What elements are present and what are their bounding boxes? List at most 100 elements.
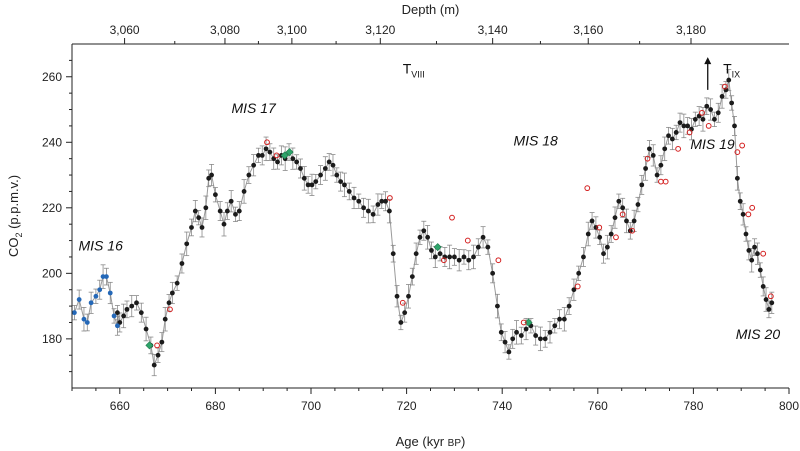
data-point-red <box>767 293 774 300</box>
x-tick-label: 680 <box>205 399 225 413</box>
data-point <box>437 251 443 257</box>
data-point <box>209 172 214 178</box>
data-point-red <box>745 211 752 218</box>
data-point <box>169 290 175 296</box>
data-point <box>498 329 504 335</box>
data-point <box>256 152 261 158</box>
data-point <box>402 310 408 316</box>
data-point <box>514 329 519 335</box>
data-point <box>485 244 491 250</box>
data-point <box>752 244 757 250</box>
data-point-blue <box>88 300 94 306</box>
data-point <box>263 146 269 152</box>
data-point <box>313 179 319 185</box>
data-point <box>192 208 198 214</box>
data-point-red <box>464 237 471 244</box>
y-tick-label: 260 <box>42 70 62 84</box>
data-point-red <box>273 152 280 159</box>
data-point <box>267 149 273 155</box>
data-point <box>719 94 725 99</box>
data-point <box>471 254 476 260</box>
data-point <box>581 254 586 260</box>
data-point <box>406 293 411 299</box>
data-point <box>206 175 212 181</box>
data-point <box>712 116 717 122</box>
data-point <box>639 182 645 188</box>
data-point <box>692 116 698 122</box>
data-point <box>510 336 516 342</box>
data-point <box>708 107 714 112</box>
data-point <box>746 248 752 253</box>
annotations: MIS 16 MIS 17 MIS 18 MIS 19 MIS 20 TVIII TIX <box>79 57 780 342</box>
data-point <box>533 333 539 338</box>
data-point <box>643 166 648 171</box>
data-point-blue <box>115 323 120 329</box>
data-point <box>184 241 190 247</box>
data-point <box>346 189 352 194</box>
data-point-blue <box>111 313 117 319</box>
data-point-blue <box>71 310 77 316</box>
data-point-red <box>399 299 406 306</box>
top-tick-label: 3,100 <box>277 23 307 37</box>
data-point <box>700 116 706 122</box>
data-point-green <box>145 341 154 350</box>
data-point <box>704 103 710 109</box>
data-point <box>370 211 376 217</box>
data-point <box>495 303 500 309</box>
data-point <box>442 254 448 260</box>
axis-labels: 660 680 700 720 740 760 780 800 180 200 220 240 260 3… <box>6 2 799 449</box>
data-point <box>138 310 144 316</box>
data-point <box>461 254 467 260</box>
data-point <box>394 293 400 299</box>
data-point <box>425 234 431 240</box>
data-point-blue <box>97 287 103 293</box>
data-point-red <box>495 257 502 264</box>
x-tick-label: 660 <box>110 399 130 413</box>
data-point-green <box>280 151 289 160</box>
data-point <box>342 182 347 188</box>
data-point <box>760 284 766 289</box>
data-point <box>726 77 732 83</box>
data-point <box>159 339 165 345</box>
data-point <box>233 211 238 217</box>
data-point <box>589 218 595 224</box>
data-point <box>604 244 610 250</box>
data-point <box>294 159 300 165</box>
data-point <box>757 267 763 273</box>
data-point-red <box>644 155 651 162</box>
data-point-red <box>520 319 527 326</box>
data-point <box>361 205 366 211</box>
y-tick-label: 240 <box>42 135 62 149</box>
data-point <box>654 172 660 178</box>
data-point <box>502 339 508 345</box>
mis-label: MIS 18 <box>513 133 558 149</box>
data-point-red <box>760 250 767 257</box>
data-point-red <box>613 234 619 241</box>
data-point <box>241 189 247 194</box>
data-point <box>576 270 582 276</box>
data-point <box>585 231 591 237</box>
data-point <box>379 198 385 204</box>
x-axis-title: Age (kyr BP) <box>396 434 466 449</box>
data-point <box>601 251 606 257</box>
data-point <box>290 156 296 162</box>
data-point-blue <box>81 316 87 322</box>
data-point <box>189 225 194 230</box>
data-point <box>246 172 252 178</box>
x-tick-label: 720 <box>397 399 417 413</box>
data-point <box>217 208 223 214</box>
data-point-red <box>734 149 741 156</box>
data-point <box>666 133 671 139</box>
x-tick-label: 800 <box>779 399 799 413</box>
data-point <box>251 162 257 168</box>
data-point <box>766 306 772 312</box>
mis-label: MIS 17 <box>231 100 277 116</box>
data-point-red <box>449 214 455 221</box>
top-tick-label: 3,180 <box>676 23 706 37</box>
data-point <box>561 316 567 322</box>
error-bars <box>71 68 775 377</box>
data-point <box>432 254 438 260</box>
data-point-red <box>154 342 160 349</box>
data-point <box>737 198 743 204</box>
data-point <box>199 225 205 230</box>
